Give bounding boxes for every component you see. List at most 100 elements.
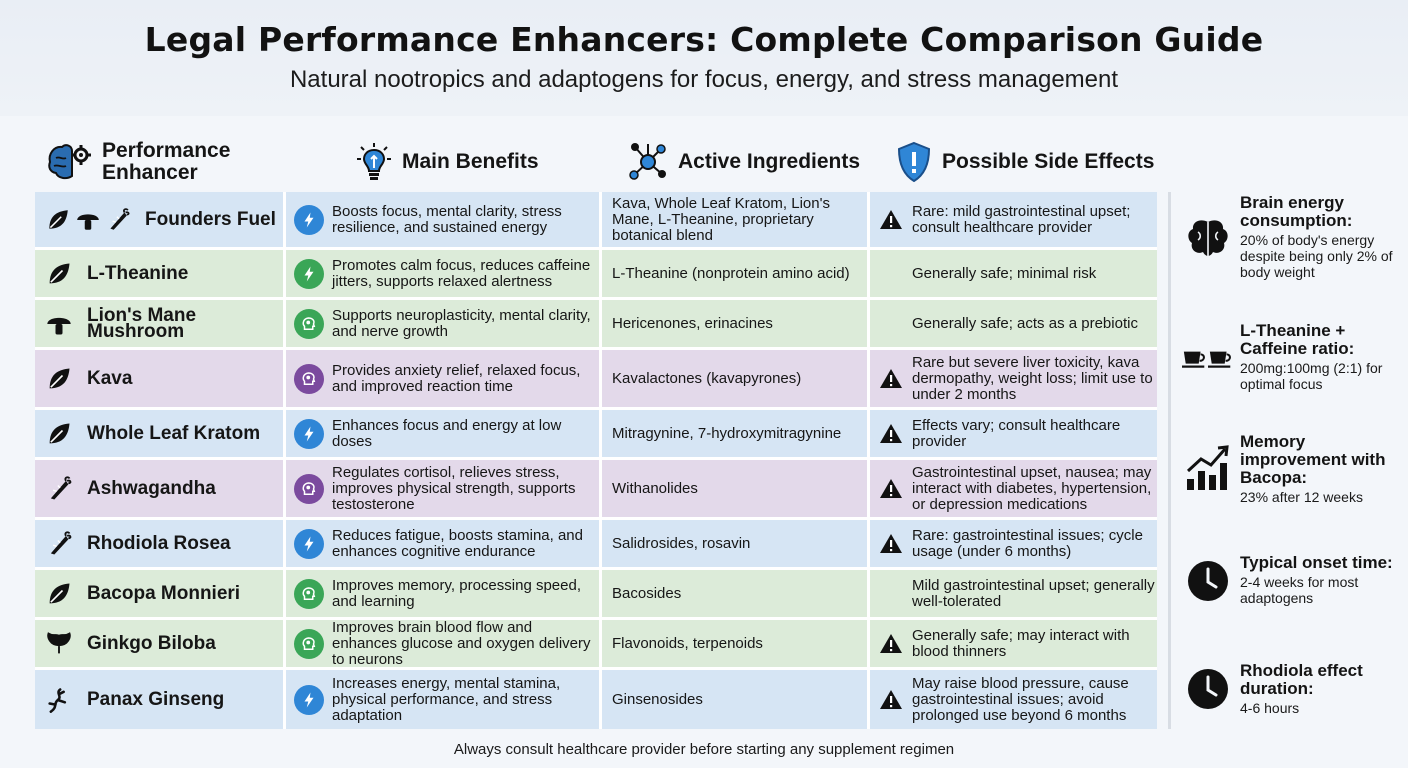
- enhancer-name: Founders Fuel: [145, 208, 276, 230]
- benefits-text: Enhances focus and energy at low doses: [332, 416, 562, 450]
- brain-head-icon: [294, 473, 324, 504]
- benefits-cell: Regulates cortisol, relieves stress, imp…: [283, 460, 599, 517]
- coffee-cups-icon: [1182, 348, 1234, 370]
- mushroom-icon: [45, 310, 73, 338]
- mushroom-icon: [75, 207, 101, 233]
- fact-heading: Brain energy consumption:: [1240, 193, 1353, 230]
- benefits-text: Reduces fatigue, boosts stamina, and enh…: [332, 526, 583, 560]
- table-row: Founders Fuel Boosts focus, mental clari…: [35, 192, 1157, 250]
- warning-icon: [878, 477, 904, 501]
- kava-leaf-icon: [45, 365, 73, 393]
- ingredients-cell: Kavalactones (kavapyrones): [599, 350, 867, 407]
- leaf-icon: [45, 420, 73, 448]
- ingredients-text: Kavalactones (kavapyrones): [612, 369, 802, 387]
- ingredients-cell: Mitragynine, 7-hydroxymitragynine: [599, 410, 867, 457]
- column-header-label: Main Benefits: [402, 150, 539, 173]
- fact-body: 2-4 weeks for most adaptogens: [1240, 574, 1359, 606]
- leaf-icon: [45, 260, 73, 288]
- ginkgo-leaf-icon: [45, 630, 73, 658]
- fact-brain-energy: Brain energy consumption: 20% of body's …: [1182, 194, 1402, 280]
- ingredients-text: L-Theanine (nonprotein amino acid): [612, 264, 850, 282]
- side-effects-text: Rare but severe liver toxicity, kava der…: [912, 353, 1153, 403]
- fact-rhodiola-duration: Rhodiola effect duration: 4-6 hours: [1182, 662, 1402, 716]
- shield-icon: [896, 141, 932, 183]
- benefits-cell: Promotes calm focus, reduces caffeine ji…: [283, 250, 599, 297]
- benefits-cell: Improves memory, processing speed, and l…: [283, 570, 599, 617]
- brain-head-icon: [294, 578, 324, 609]
- side-effects-cell: Effects vary; consult healthcare provide…: [867, 410, 1157, 457]
- side-effects-cell: Generally safe; acts as a prebiotic: [867, 300, 1157, 347]
- ingredients-cell: Bacosides: [599, 570, 867, 617]
- brain-head-icon: [294, 363, 324, 394]
- warning-icon: [878, 422, 904, 446]
- fact-body: 20% of body's energy despite being only …: [1240, 232, 1393, 280]
- enhancer-name: Lion's Mane Mushroom: [87, 304, 197, 342]
- enhancer-cell: Panax Ginseng: [35, 670, 283, 729]
- benefits-cell: Improves brain blood flow and enhances g…: [283, 618, 599, 668]
- ingredients-cell: Salidrosides, rosavin: [599, 520, 867, 567]
- fact-body: 23% after 12 weeks: [1240, 489, 1363, 505]
- fact-heading: L-Theanine + Caffeine ratio:: [1240, 321, 1355, 358]
- side-effects-text: Rare: mild gastrointestinal upset; consu…: [912, 202, 1131, 236]
- table-row: L-Theanine Promotes calm focus, reduces …: [35, 250, 1157, 300]
- benefits-cell: Provides anxiety relief, relaxed focus, …: [283, 350, 599, 407]
- header: Legal Performance Enhancers: Complete Co…: [0, 0, 1408, 116]
- table-row: Bacopa Monnieri Improves memory, process…: [35, 570, 1157, 620]
- column-header-ingredients: Active Ingredients: [628, 136, 860, 188]
- enhancer-name: Ashwagandha: [87, 477, 216, 499]
- side-effects-cell: May raise blood pressure, cause gastroin…: [867, 670, 1157, 729]
- brain-icon: [1182, 218, 1234, 258]
- table-row: Ashwagandha Regulates cortisol, relieves…: [35, 460, 1157, 520]
- fact-heading: Memory improvement with Bacopa:: [1240, 432, 1386, 487]
- lightning-icon: [294, 684, 324, 715]
- root-icon: [45, 475, 73, 503]
- enhancer-cell: Ginkgo Biloba: [35, 620, 283, 667]
- warning-icon: [878, 632, 904, 656]
- benefits-text: Supports neuroplasticity, mental clarity…: [332, 306, 591, 340]
- side-effects-text: Gastrointestinal upset, nausea; may inte…: [912, 463, 1152, 513]
- enhancer-cell: L-Theanine: [35, 250, 283, 297]
- enhancer-cell: Founders Fuel: [35, 192, 283, 247]
- fact-onset-time: Typical onset time: 2-4 weeks for most a…: [1182, 554, 1402, 606]
- enhancer-cell: Lion's Mane Mushroom: [35, 300, 283, 347]
- benefits-cell: Boosts focus, mental clarity, stress res…: [283, 192, 599, 247]
- fact-bacopa-memory: Memory improvement with Bacopa: 23% afte…: [1182, 433, 1402, 505]
- ingredients-cell: Withanolides: [599, 460, 867, 517]
- side-effects-cell: Generally safe; may interact with blood …: [867, 620, 1157, 667]
- ingredients-text: Ginsenosides: [612, 690, 703, 708]
- benefits-text: Regulates cortisol, relieves stress, imp…: [332, 463, 576, 513]
- clock-icon: [1182, 668, 1234, 710]
- benefits-cell: Increases energy, mental stamina, physic…: [283, 670, 599, 729]
- enhancer-cell: Kava: [35, 350, 283, 407]
- enhancer-name: Kava: [87, 367, 133, 389]
- side-effects-cell: Rare: mild gastrointestinal upset; consu…: [867, 192, 1157, 247]
- lightning-icon: [294, 418, 324, 449]
- benefits-text: Improves brain blood flow and enhances g…: [332, 618, 591, 668]
- table-row: Rhodiola Rosea Reduces fatigue, boosts s…: [35, 520, 1157, 570]
- ingredients-cell: Flavonoids, terpenoids: [599, 620, 867, 667]
- benefits-text: Boosts focus, mental clarity, stress res…: [332, 202, 562, 236]
- warning-icon: [878, 367, 904, 391]
- comparison-table: Founders Fuel Boosts focus, mental clari…: [35, 192, 1157, 729]
- benefits-text: Improves memory, processing speed, and l…: [332, 576, 581, 610]
- side-effects-text: May raise blood pressure, cause gastroin…: [912, 674, 1129, 724]
- warning-icon: [878, 688, 904, 712]
- benefits-text: Provides anxiety relief, relaxed focus, …: [332, 361, 581, 395]
- side-effects-text: Generally safe; acts as a prebiotic: [912, 314, 1138, 332]
- benefits-text: Promotes calm focus, reduces caffeine ji…: [332, 256, 591, 290]
- side-effects-cell: Rare but severe liver toxicity, kava der…: [867, 350, 1157, 407]
- side-effects-text: Generally safe; minimal risk: [912, 264, 1097, 282]
- column-header-label: Performance Enhancer: [102, 139, 231, 184]
- page-subtitle: Natural nootropics and adaptogens for fo…: [289, 66, 1119, 93]
- root-icon: [105, 207, 131, 233]
- enhancer-name: L-Theanine: [87, 262, 189, 284]
- brain-head-icon: [294, 628, 324, 659]
- ingredients-text: Kava, Whole Leaf Kratom, Lion's Mane, L-…: [612, 194, 830, 244]
- lightbulb-icon: [356, 142, 392, 182]
- lightning-icon: [294, 528, 324, 559]
- warning-icon: [878, 532, 904, 556]
- enhancer-name: Whole Leaf Kratom: [87, 422, 261, 444]
- side-effects-text: Effects vary; consult healthcare provide…: [912, 416, 1121, 450]
- ingredients-text: Salidrosides, rosavin: [612, 534, 751, 552]
- column-header-label: Active Ingredients: [678, 150, 861, 173]
